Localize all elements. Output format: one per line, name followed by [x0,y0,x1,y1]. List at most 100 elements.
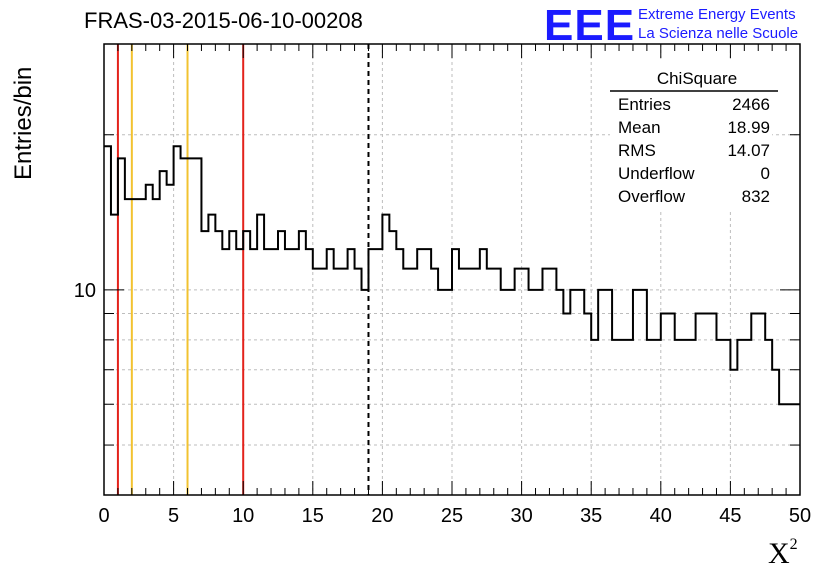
x-tick-label: 50 [789,505,811,527]
histogram-bin [188,158,195,495]
x-tick-label: 5 [168,505,179,527]
histogram-bin [181,158,188,495]
histogram-bin [772,370,779,495]
histogram-bin [264,249,271,495]
histogram-bin [243,231,250,495]
histogram-bin [396,249,403,495]
histogram-bin [320,269,327,495]
histogram-bin [473,269,480,495]
histogram-bin [201,231,208,495]
histogram-bin [577,290,584,495]
stats-value: 14.07 [727,141,770,160]
x-tick-label: 25 [441,505,463,527]
x-tick-label: 45 [719,505,741,527]
histogram-bin [682,340,689,495]
histogram-bin [536,290,543,495]
histogram-bin [417,249,424,495]
histogram-bin [696,313,703,495]
histogram-bin [125,199,132,495]
histogram-bin [570,290,577,495]
histogram-bin [529,290,536,495]
histogram-bin [382,215,389,495]
histogram-bin [250,249,257,495]
stats-label: Underflow [618,164,695,183]
histogram-bin [591,340,598,495]
histogram-bin [466,269,473,495]
histogram-bin [563,313,570,495]
histogram-bin [146,185,153,495]
histogram-bin [703,313,710,495]
histogram-bin [118,158,125,495]
histogram-bin [605,290,612,495]
histogram-bin [737,340,744,495]
histogram-bin [556,290,563,495]
histogram-bin [375,249,382,495]
histogram-outline [104,145,800,406]
histogram-bin [619,340,626,495]
histogram-bin [765,340,772,495]
x-tick-label: 0 [98,505,109,527]
histogram-bin [487,269,494,495]
histogram-bin [348,249,355,495]
stats-background [610,62,772,210]
stats-label: Mean [618,118,661,137]
histogram-bin [758,313,765,495]
histogram-bin [292,249,299,495]
histogram-bin [104,146,111,495]
chart-title: FRAS-03-2015-06-10-00208 [84,8,363,33]
histogram-bin [132,199,139,495]
histogram-bin [424,249,431,495]
histogram-bin [654,340,661,495]
x-tick-label: 35 [580,505,602,527]
histogram-bin [167,185,174,495]
histogram-bin [501,290,508,495]
histogram-bin [661,313,668,495]
histogram-bin [542,269,549,495]
logo-line-2: La Scienza nelle Scuole [638,25,799,42]
logo-line-1: Extreme Energy Events [638,6,796,23]
histogram-bin [647,340,654,495]
histogram-bin [139,199,146,495]
histogram-bin [355,269,362,495]
histogram-bin [494,269,501,495]
histogram-bin [410,269,417,495]
histogram-bin [744,340,751,495]
x-tick-label: 40 [650,505,672,527]
histogram-bin [633,290,640,495]
histogram-bin [793,404,800,495]
histogram-bin [222,249,229,495]
histogram-bin [612,340,619,495]
histogram-bin [640,290,647,495]
histogram-bin [229,231,236,495]
histogram-bin [389,231,396,495]
stats-value: 832 [742,187,770,206]
histogram-bin [445,290,452,495]
histogram-bin [153,199,160,495]
histogram-bin [459,269,466,495]
histogram-bin [549,269,556,495]
histogram-bin [584,313,591,495]
stats-label: RMS [618,141,656,160]
histogram-bin [111,215,118,495]
histogram-bin [278,231,285,495]
stats-value: 2466 [732,95,770,114]
histogram-bin [215,231,222,495]
stats-title: ChiSquare [657,69,737,88]
histogram-bin [779,404,786,495]
histogram-bin [194,158,201,495]
histogram-bin [626,340,633,495]
histogram-bin [299,231,306,495]
stats-value: 18.99 [727,118,770,137]
histogram-bin [271,249,278,495]
histogram-bin [403,269,410,495]
histogram-bin [313,269,320,495]
histogram-bin [208,215,215,495]
histogram-bin [508,290,515,495]
eee-logo: EEE [544,1,636,50]
histogram-bin [362,290,369,495]
histogram-bin [480,249,487,495]
stats-value: 0 [761,164,770,183]
histogram-bin [306,249,313,495]
histogram-bin [786,404,793,495]
